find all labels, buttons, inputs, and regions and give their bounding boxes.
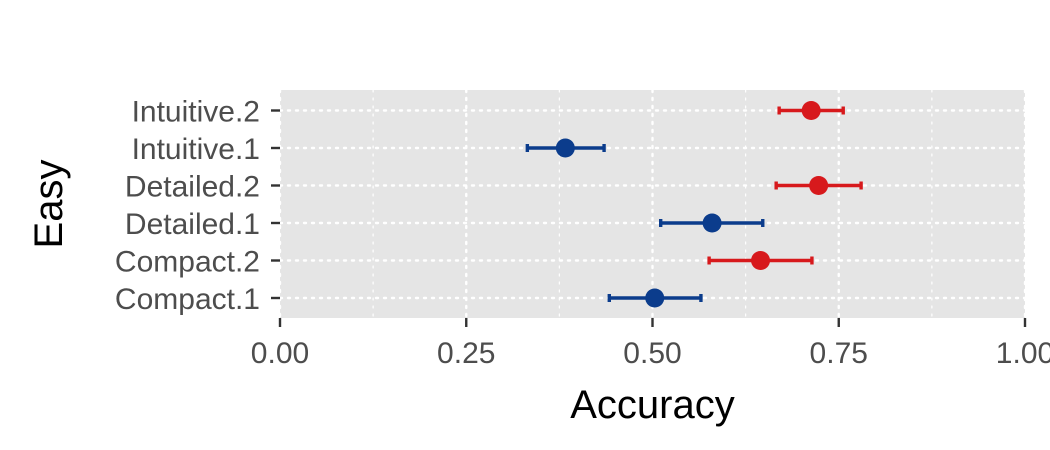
point-group — [607, 288, 703, 308]
grid-lines — [278, 88, 1027, 320]
data-point — [645, 288, 665, 308]
x-tick-label: 0.25 — [437, 337, 495, 370]
point-group — [707, 251, 814, 270]
x-tick-label: 0.75 — [810, 337, 868, 370]
y-axis-title: Easy — [27, 160, 71, 249]
y-tick-label: Detailed.2 — [125, 171, 260, 204]
data-marks — [525, 101, 863, 308]
x-axis: 0.00 0.25 0.50 0.75 1.00 — [251, 318, 1050, 370]
y-tick-label: Intuitive.2 — [132, 96, 260, 129]
y-tick-label: Intuitive.1 — [132, 133, 260, 166]
x-tick-label: 0.50 — [623, 337, 681, 370]
y-tick-label: Compact.1 — [115, 283, 260, 316]
data-point — [809, 176, 829, 195]
data-point — [702, 213, 722, 233]
x-axis-title: Accuracy — [570, 383, 735, 427]
point-group — [777, 101, 845, 120]
point-group — [774, 176, 863, 195]
point-group — [658, 213, 765, 233]
point-group — [525, 138, 606, 158]
data-point — [801, 101, 821, 120]
y-axis: Compact.1 Compact.2 Detailed.1 Detailed.2 In… — [115, 96, 280, 316]
x-tick-label: 0.00 — [251, 337, 309, 370]
data-point — [555, 138, 575, 158]
data-point — [751, 251, 771, 270]
x-tick-label: 1.00 — [996, 337, 1050, 370]
y-tick-label: Detailed.1 — [125, 208, 260, 241]
y-tick-label: Compact.2 — [115, 246, 260, 279]
